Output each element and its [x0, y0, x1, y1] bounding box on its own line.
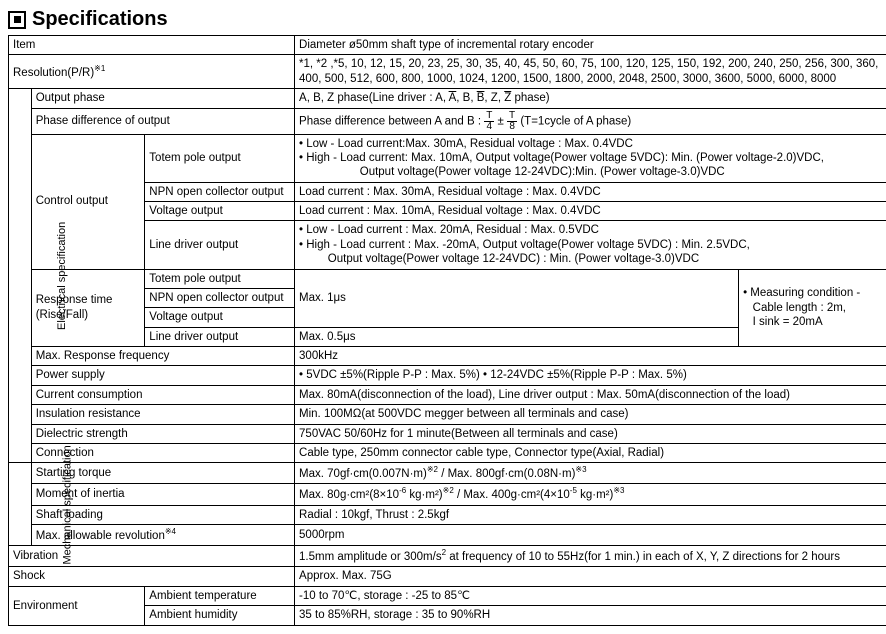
output-phase-value: A, B, Z phase(Line driver : A, A, B, B, … [295, 89, 886, 108]
totem-value: • Low - Load current:Max. 30mA, Residual… [295, 134, 886, 182]
env-label: Environment [9, 586, 145, 625]
temp-value: -10 to 70℃, storage : -25 to 85℃ [295, 586, 886, 605]
current-label: Current consumption [31, 385, 294, 404]
temp-label: Ambient temperature [145, 586, 295, 605]
resp-label: Response time (Rise/Fall) [31, 269, 145, 347]
shaft-value: Radial : 10kgf, Thrust : 2.5kgf [295, 505, 886, 524]
torque-value: Max. 70gf·cm(0.007N·m)※2 / Max. 800gf·cm… [295, 463, 886, 484]
line-value: • Low - Load current : Max. 20mA, Residu… [295, 221, 886, 269]
section-header: Specifications [8, 8, 886, 31]
shock-label: Shock [9, 567, 295, 586]
humid-value: 35 to 85%RH, storage : 35 to 90%RH [295, 606, 886, 625]
inertia-value: Max. 80g·cm²(8×10-6 kg·m²)※2 / Max. 400g… [295, 484, 886, 505]
line-label: Line driver output [145, 221, 295, 269]
insul-label: Insulation resistance [31, 405, 294, 424]
header-bullet-icon [8, 11, 26, 29]
item-value: Diameter ø50mm shaft type of incremental… [295, 36, 886, 55]
power-value: • 5VDC ±5%(Ripple P-P : Max. 5%) • 12-24… [295, 366, 886, 385]
mech-group-label: Mechanical specification [9, 463, 32, 546]
vib-label: Vibration [9, 546, 295, 567]
resp-npn-label: NPN open collector output [145, 288, 295, 307]
item-label: Item [9, 36, 295, 55]
totem-label: Totem pole output [145, 134, 295, 182]
insul-value: Min. 100MΩ(at 500VDC megger between all … [295, 405, 886, 424]
diel-value: 750VAC 50/60Hz for 1 minute(Between all … [295, 424, 886, 443]
maxrev-value: 5000rpm [295, 525, 886, 546]
diel-label: Dielectric strength [31, 424, 294, 443]
power-label: Power supply [31, 366, 294, 385]
resp-cond: • Measuring condition - Cable length : 2… [739, 269, 886, 347]
conn-value: Cable type, 250mm connector cable type, … [295, 443, 886, 462]
resp-v2: Max. 0.5μs [295, 327, 739, 346]
maxresp-label: Max. Response frequency [31, 347, 294, 366]
phase-diff-label: Phase difference of output [31, 108, 294, 134]
resp-v1: Max. 1μs [295, 269, 739, 327]
resolution-value: *1, *2 ,*5, 10, 12, 15, 20, 23, 25, 30, … [295, 55, 886, 89]
resp-totem-label: Totem pole output [145, 269, 295, 288]
resolution-label: Resolution(P/R)※1 [9, 55, 295, 89]
resp-line-label: Line driver output [145, 327, 295, 346]
volt-value: Load current : Max. 10mA, Residual volta… [295, 202, 886, 221]
volt-label: Voltage output [145, 202, 295, 221]
output-phase-label: Output phase [31, 89, 294, 108]
phase-diff-value: Phase difference between A and B : T4 ± … [295, 108, 886, 134]
current-value: Max. 80mA(disconnection of the load), Li… [295, 385, 886, 404]
spec-table: Item Diameter ø50mm shaft type of increm… [8, 35, 886, 626]
resp-volt-label: Voltage output [145, 308, 295, 327]
vib-value: 1.5mm amplitude or 300m/s2 at frequency … [295, 546, 886, 567]
shock-value: Approx. Max. 75G [295, 567, 886, 586]
humid-label: Ambient humidity [145, 606, 295, 625]
elec-group-label: Electrical specification [9, 89, 32, 463]
control-output-label: Control output [31, 134, 145, 269]
npn-label: NPN open collector output [145, 182, 295, 201]
maxresp-value: 300kHz [295, 347, 886, 366]
section-title: Specifications [32, 8, 168, 31]
npn-value: Load current : Max. 30mA, Residual volta… [295, 182, 886, 201]
